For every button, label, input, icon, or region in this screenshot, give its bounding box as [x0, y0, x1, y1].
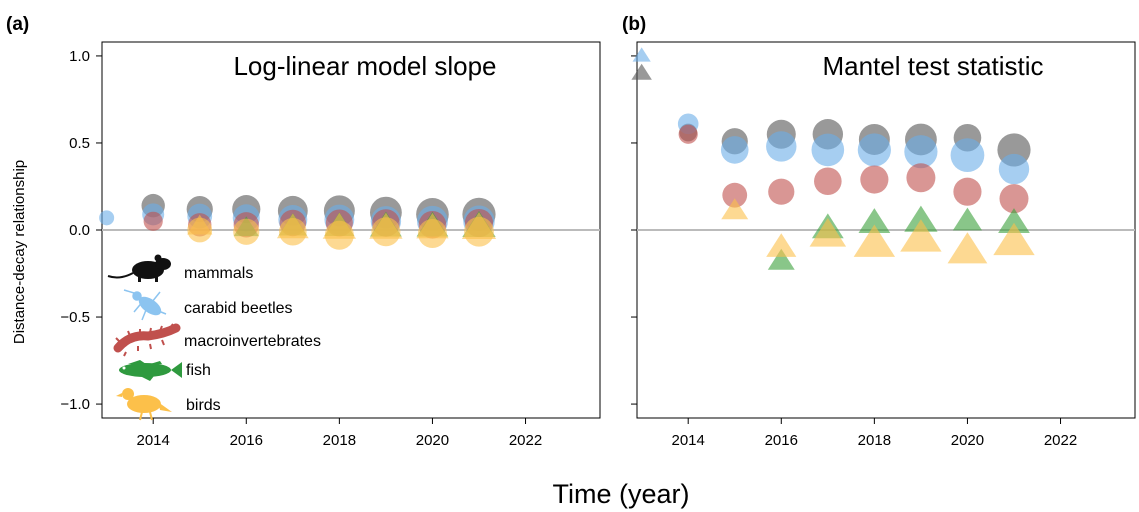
series-birds-triangle: [187, 212, 497, 240]
data-point: [900, 219, 942, 252]
y-axis-label: Distance-decay relationship: [11, 160, 28, 344]
legend-item-fish: fish: [119, 360, 211, 381]
data-point: [767, 248, 795, 270]
x-tick-label: 2018: [323, 432, 356, 449]
legend-label-macroinvertebrates: macroinvertebrates: [184, 333, 321, 350]
panel-title: Log-linear model slope: [233, 51, 496, 81]
mouse-silhouette-icon: [107, 254, 171, 282]
data-point: [858, 208, 891, 233]
y-tick-label: 0.0: [69, 222, 90, 239]
data-point: [904, 135, 938, 169]
data-point: [99, 210, 115, 226]
data-point: [857, 133, 891, 167]
bird-silhouette-icon: [116, 388, 172, 421]
data-point: [631, 63, 652, 80]
panel-title: Mantel test statistic: [822, 51, 1043, 81]
series-fish-triangle: [233, 210, 496, 237]
panel-a: 1.0 0.5 0.0 −0.5 −1.0 2014 2016 2018 2020 2022 (a)…: [6, 14, 601, 449]
data-point: [811, 133, 845, 167]
series-carabid-beetles-triangle: [632, 47, 651, 62]
data-point: [993, 222, 1035, 256]
y-tick-label: 1.0: [69, 48, 90, 65]
data-point: [766, 131, 797, 162]
x-axis-label: Time (year): [552, 479, 689, 509]
data-point: [952, 207, 983, 231]
panel-b: 2014 2016 2018 2020 2022 (b) Mantel test stati…: [622, 14, 1136, 449]
data-point: [322, 212, 357, 239]
x-tick-label: 2022: [1044, 432, 1077, 449]
series-mammals-triangle: [631, 63, 652, 80]
x-tick-label: 2022: [509, 432, 542, 449]
data-point: [416, 213, 449, 239]
data-marks: [99, 193, 497, 250]
data-point: [998, 153, 1030, 185]
data-point: [678, 124, 698, 144]
panel-label: (b): [622, 14, 646, 35]
data-point: [999, 184, 1029, 214]
data-point: [461, 212, 497, 240]
data-point: [768, 178, 795, 205]
legend-item-mammals: mammals: [107, 254, 253, 282]
data-point: [950, 138, 985, 173]
data-point: [947, 232, 988, 264]
data-point: [860, 165, 889, 194]
data-point: [853, 224, 896, 257]
panel-label: (a): [6, 14, 29, 35]
data-point: [766, 233, 797, 257]
data-marks: [631, 47, 1035, 270]
x-tick-label: 2016: [765, 432, 798, 449]
x-tick-label: 2020: [416, 432, 449, 449]
x-tick-label: 2020: [951, 432, 984, 449]
x-tick-label: 2016: [230, 432, 263, 449]
series-macroinvertebrates-circle: [678, 124, 1029, 214]
x-tick-label: 2018: [858, 432, 891, 449]
legend-label-carabid-beetles: carabid beetles: [184, 300, 293, 317]
legend-label-fish: fish: [186, 362, 211, 379]
y-tick-label: 0.5: [69, 135, 90, 152]
data-point: [722, 182, 748, 208]
legend-item-carabid-beetles: carabid beetles: [123, 289, 293, 321]
data-point: [369, 212, 403, 239]
legend-item-birds: birds: [116, 388, 221, 421]
data-point: [904, 205, 938, 232]
data-point: [906, 163, 936, 193]
data-point: [809, 218, 847, 247]
series-carabid-beetles-circle: [677, 113, 1030, 185]
data-point: [953, 177, 982, 206]
data-point: [721, 198, 749, 220]
fish-silhouette-icon: [119, 360, 182, 381]
y-tick-label: −1.0: [60, 396, 90, 413]
larva-silhouette-icon: [113, 323, 181, 357]
y-tick-label: −0.5: [60, 309, 90, 326]
beetle-silhouette-icon: [123, 289, 167, 321]
data-point: [632, 47, 651, 62]
data-point: [233, 218, 260, 245]
data-point: [187, 214, 213, 235]
data-point: [276, 213, 309, 239]
x-tick-label: 2014: [137, 432, 170, 449]
legend-label-mammals: mammals: [184, 265, 253, 282]
data-point: [720, 136, 749, 164]
legend: mammals carabid beetles macroinvertebrat…: [107, 254, 321, 421]
data-point: [998, 208, 1030, 233]
legend-label-birds: birds: [186, 397, 221, 414]
series-fish-triangle: [767, 205, 1030, 270]
series-birds-triangle: [721, 198, 1035, 264]
data-point: [814, 167, 842, 196]
legend-item-macroinvertebrates: macroinvertebrates: [113, 323, 321, 357]
data-point: [143, 211, 163, 231]
x-tick-label: 2014: [672, 432, 705, 449]
